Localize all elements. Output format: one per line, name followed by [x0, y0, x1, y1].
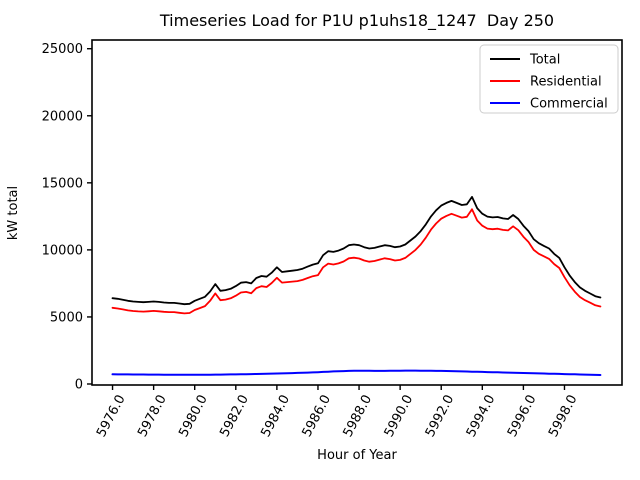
x-tick-label: 5984.0	[258, 392, 293, 439]
legend-item-commercial: Commercial	[490, 97, 608, 112]
legend-commercial-label: Commercial	[530, 97, 608, 112]
x-tick-label: 5976.0	[94, 392, 129, 439]
x-tick-label: 5998.0	[546, 392, 581, 439]
commercial-line	[111, 369, 602, 376]
residential-line	[111, 208, 602, 315]
legend-item-residential: Residential	[490, 75, 602, 90]
series-lines	[111, 195, 602, 376]
y-tick-label: 0	[75, 377, 83, 392]
legend-box	[479, 44, 619, 114]
x-axis-label: Hour of Year	[317, 448, 397, 463]
legend-item-total: Total	[490, 53, 560, 68]
chart-title: Timeseries Load for P1U p1uhs18_1247 Day…	[159, 11, 554, 31]
x-tick-label: 5986.0	[299, 392, 334, 439]
legend-residential-label: Residential	[530, 75, 602, 90]
y-tick-label: 20000	[42, 109, 83, 124]
y-tick-label: 15000	[42, 176, 83, 191]
y-tick-label: 25000	[42, 42, 83, 57]
y-axis-label: kW total	[6, 186, 21, 240]
x-tick-label: 5990.0	[382, 392, 417, 439]
y-tick-label: 5000	[50, 310, 83, 325]
legend: Total Residential Commercial	[479, 44, 619, 114]
plot-border	[91, 39, 623, 386]
total-line	[111, 195, 602, 306]
x-tick-label: 5980.0	[176, 392, 211, 439]
x-tick-label: 5992.0	[423, 392, 458, 439]
x-tick-label: 5994.0	[464, 392, 499, 439]
x-axis-ticks: 5976.0 5978.0 5980.0 5982.0 5984.0 5986.0 5988…	[94, 385, 581, 440]
legend-total-label: Total	[529, 53, 560, 68]
x-tick-label: 5982.0	[217, 392, 252, 439]
x-tick-label: 5996.0	[505, 392, 540, 439]
y-axis-ticks: 0 5000 10000 15000 20000 25000	[42, 42, 92, 392]
x-tick-label: 5978.0	[135, 392, 170, 439]
x-tick-label: 5988.0	[341, 392, 376, 439]
y-tick-label: 10000	[42, 243, 83, 258]
